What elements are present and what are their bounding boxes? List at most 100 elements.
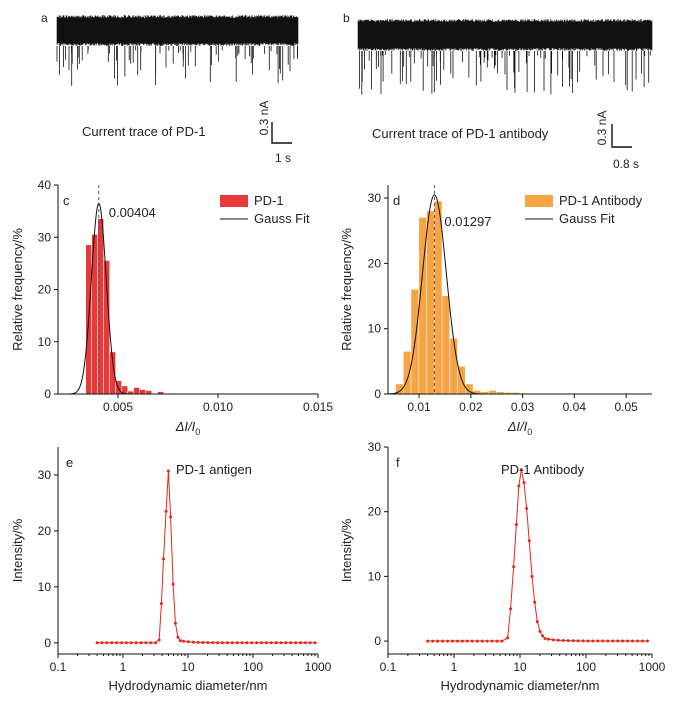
intensity-line bbox=[427, 469, 648, 642]
x-tick-label: 0.01 bbox=[407, 400, 431, 414]
data-point bbox=[635, 639, 639, 643]
data-point bbox=[289, 641, 293, 645]
data-point bbox=[178, 639, 182, 643]
histogram-bar bbox=[158, 391, 164, 394]
data-point bbox=[436, 639, 440, 643]
data-point bbox=[470, 639, 474, 643]
histogram-bar bbox=[128, 391, 134, 394]
y-tick-label: 20 bbox=[368, 256, 382, 270]
data-point bbox=[640, 639, 644, 643]
x-tick-label: 10 bbox=[513, 660, 527, 674]
data-point bbox=[571, 639, 575, 643]
y-tick-label: 10 bbox=[38, 335, 52, 349]
histogram-bar bbox=[403, 351, 411, 394]
histogram-bar bbox=[419, 217, 427, 394]
histogram-bar bbox=[146, 390, 152, 394]
y-axis-label: Relative frequency/% bbox=[10, 228, 25, 351]
data-point bbox=[105, 641, 109, 645]
data-point bbox=[495, 639, 499, 643]
panel-a: a Current trace of PD-1 0.3 nA 1 s bbox=[41, 11, 299, 165]
trace-spikes bbox=[56, 46, 298, 86]
data-point bbox=[191, 640, 195, 644]
x-tick-label: 0.1 bbox=[380, 660, 397, 674]
data-point bbox=[519, 468, 523, 472]
data-point bbox=[556, 638, 560, 642]
data-point bbox=[465, 639, 469, 643]
y-tick-label: 40 bbox=[38, 178, 52, 192]
data-point bbox=[294, 641, 298, 645]
data-point bbox=[596, 639, 600, 643]
data-point bbox=[230, 641, 234, 645]
panel-d: 0 10 20 30 0.01 0.02 0.03 0.04 0.05 ΔI/I0 Relative… bbox=[339, 185, 652, 437]
data-point bbox=[279, 641, 283, 645]
histogram-bar bbox=[450, 338, 458, 394]
panel-e: 0 10 20 30 0.1 1 10 100 1000 Hydrodynamic diamete… bbox=[10, 447, 332, 693]
y-tick-label: 30 bbox=[38, 230, 52, 244]
current-trace-a bbox=[56, 15, 299, 86]
x-tick-label: 0.04 bbox=[563, 400, 587, 414]
data-point bbox=[245, 641, 249, 645]
data-point bbox=[303, 641, 307, 645]
data-point bbox=[269, 641, 273, 645]
data-point bbox=[611, 639, 615, 643]
data-point bbox=[450, 639, 454, 643]
x-tick-label: 0.015 bbox=[303, 400, 333, 414]
y-tick-label: 0 bbox=[374, 634, 381, 648]
data-point bbox=[182, 639, 186, 643]
data-point bbox=[606, 639, 610, 643]
histogram-bar bbox=[473, 390, 481, 394]
data-point bbox=[514, 523, 518, 527]
data-point bbox=[157, 638, 161, 642]
data-point bbox=[201, 640, 205, 644]
legend-label-bars: PD-1 bbox=[254, 193, 284, 208]
data-point bbox=[626, 639, 630, 643]
data-point bbox=[525, 506, 529, 510]
histogram-bar bbox=[442, 296, 450, 394]
x-tick-label: 0.03 bbox=[511, 400, 535, 414]
data-point bbox=[186, 640, 190, 644]
data-point bbox=[221, 641, 225, 645]
panel-letter: d bbox=[393, 193, 400, 208]
x-tick-label: 1 bbox=[451, 660, 458, 674]
x-tick-label: 1000 bbox=[305, 660, 332, 674]
data-point bbox=[512, 565, 516, 569]
data-point bbox=[543, 636, 547, 640]
histogram-bar bbox=[426, 211, 434, 394]
data-point bbox=[581, 639, 585, 643]
data-point bbox=[100, 641, 104, 645]
histogram-bar bbox=[434, 201, 442, 394]
legend-label-fit: Gauss Fit bbox=[254, 211, 310, 226]
histogram-bar bbox=[488, 390, 497, 394]
data-point bbox=[211, 641, 215, 645]
y-tick-label: 30 bbox=[368, 440, 382, 454]
data-point bbox=[533, 600, 537, 604]
trace-noise bbox=[357, 19, 653, 51]
scale-current-b: 0.3 nA bbox=[595, 111, 609, 146]
data-point bbox=[264, 641, 268, 645]
peak-value-annotation: 0.01297 bbox=[444, 214, 491, 229]
y-tick-label: 10 bbox=[38, 580, 52, 594]
y-tick-label: 30 bbox=[38, 468, 52, 482]
legend-label-bars: PD-1 Antibody bbox=[559, 193, 643, 208]
x-tick-label: 1000 bbox=[639, 660, 666, 674]
data-point bbox=[250, 641, 254, 645]
scale-bar-b bbox=[611, 124, 632, 148]
panel-letter: e bbox=[66, 455, 73, 470]
data-point bbox=[169, 515, 173, 519]
data-point bbox=[586, 639, 590, 643]
intensity-line bbox=[97, 471, 316, 644]
x-tick-label: 100 bbox=[576, 660, 596, 674]
data-point bbox=[551, 638, 555, 642]
data-point bbox=[527, 539, 531, 543]
data-point bbox=[235, 641, 239, 645]
data-point bbox=[506, 636, 510, 640]
x-tick-label: 0.010 bbox=[203, 400, 233, 414]
data-point bbox=[601, 639, 605, 643]
y-axis-label: Intensity/% bbox=[339, 518, 354, 582]
x-axis-label: Hydrodynamic diameter/nm bbox=[109, 678, 268, 693]
data-point bbox=[159, 602, 163, 606]
data-point bbox=[631, 639, 635, 643]
data-point bbox=[299, 641, 303, 645]
data-point bbox=[441, 639, 445, 643]
